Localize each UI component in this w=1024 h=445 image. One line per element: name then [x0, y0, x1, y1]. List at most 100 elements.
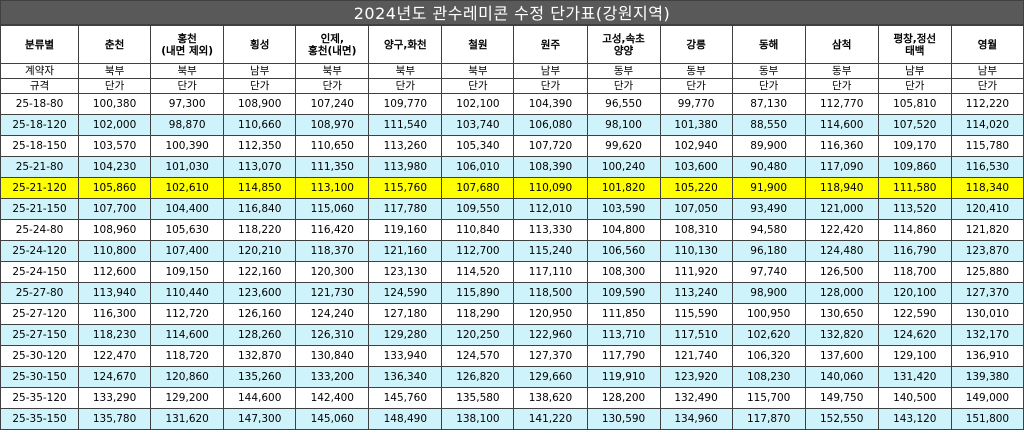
price-cell: 121,160 — [368, 240, 443, 262]
table-row: 25-18-120 102,000 98,870 110,660 108,970 111,… — [0, 114, 1024, 136]
price-cell: 129,280 — [368, 324, 443, 346]
price-cell: 102,610 — [150, 177, 225, 199]
header-region: 고성,속초 양양 — [586, 25, 661, 64]
price-cell: 147,300 — [223, 408, 297, 430]
price-cell: 121,740 — [659, 345, 733, 367]
price-cell: 103,590 — [586, 198, 661, 220]
price-cell: 132,170 — [950, 324, 1024, 346]
contractor-cell: 동부 — [731, 63, 806, 79]
contractor-cell: 남부 — [513, 63, 588, 79]
price-cell: 112,720 — [150, 303, 225, 325]
price-cell: 120,950 — [513, 303, 588, 325]
contractor-cell: 북부 — [295, 63, 370, 79]
table-row: 25-30-120 122,470 118,720 132,870 130,840 133… — [0, 345, 1024, 367]
price-cell: 123,130 — [368, 261, 443, 283]
price-cell: 114,850 — [223, 177, 297, 199]
price-cell: 115,780 — [950, 135, 1024, 157]
unit-cell: 규격 — [0, 78, 80, 94]
price-cell: 113,240 — [659, 282, 733, 304]
price-cell: 102,100 — [441, 93, 515, 115]
price-cell: 96,550 — [586, 93, 661, 115]
price-cell: 149,750 — [804, 387, 879, 409]
price-cell: 111,850 — [586, 303, 661, 325]
price-cell: 109,170 — [877, 135, 952, 157]
price-cell: 118,230 — [78, 324, 152, 346]
spec-cell: 25-30-150 — [0, 366, 80, 388]
price-cell: 115,590 — [659, 303, 733, 325]
header-region: 평창,정선 태백 — [877, 25, 952, 64]
contractor-cell: 남부 — [877, 63, 952, 79]
price-cell: 120,410 — [950, 198, 1024, 220]
unit-cell: 단가 — [586, 78, 661, 94]
price-cell: 96,180 — [731, 240, 806, 262]
unit-cell: 단가 — [368, 78, 443, 94]
price-cell: 115,700 — [731, 387, 806, 409]
price-cell: 145,760 — [368, 387, 443, 409]
price-cell: 119,160 — [368, 219, 443, 241]
price-cell: 131,620 — [150, 408, 225, 430]
price-cell: 108,970 — [295, 114, 370, 136]
price-cell: 123,920 — [659, 366, 733, 388]
price-cell: 118,290 — [441, 303, 515, 325]
spec-cell: 25-24-150 — [0, 261, 80, 283]
unit-cell: 단가 — [513, 78, 588, 94]
price-cell: 140,060 — [804, 366, 879, 388]
table-row: 25-27-150 118,230 114,600 128,260 126,310 129… — [0, 324, 1024, 346]
price-cell: 120,210 — [223, 240, 297, 262]
price-cell: 113,330 — [513, 219, 588, 241]
spec-cell: 25-35-150 — [0, 408, 80, 430]
price-cell: 113,260 — [368, 135, 443, 157]
contractor-cell: 북부 — [441, 63, 515, 79]
price-cell: 126,820 — [441, 366, 515, 388]
price-cell: 120,300 — [295, 261, 370, 283]
price-cell: 109,770 — [368, 93, 443, 115]
unit-cell: 단가 — [877, 78, 952, 94]
price-cell: 113,520 — [877, 198, 952, 220]
spec-cell: 25-18-150 — [0, 135, 80, 157]
price-cell: 116,790 — [877, 240, 952, 262]
price-cell: 91,900 — [731, 177, 806, 199]
table-row: 25-18-150 103,570 100,390 112,350 110,650 113… — [0, 135, 1024, 157]
unit-cell: 단가 — [804, 78, 879, 94]
price-cell: 112,350 — [223, 135, 297, 157]
price-cell: 128,260 — [223, 324, 297, 346]
price-cell: 115,890 — [441, 282, 515, 304]
price-cell: 118,940 — [804, 177, 879, 199]
price-cell: 102,940 — [659, 135, 733, 157]
contractor-cell: 북부 — [150, 63, 225, 79]
spec-cell: 25-18-120 — [0, 114, 80, 136]
price-cell: 112,600 — [78, 261, 152, 283]
spec-cell: 25-30-120 — [0, 345, 80, 367]
table-row: 25-35-120 133,290 129,200 144,600 142,400 145… — [0, 387, 1024, 409]
price-cell: 114,600 — [150, 324, 225, 346]
price-cell: 106,560 — [586, 240, 661, 262]
table-row: 25-30-150 124,670 120,860 135,260 133,200 136… — [0, 366, 1024, 388]
price-cell: 124,240 — [295, 303, 370, 325]
price-cell: 111,920 — [659, 261, 733, 283]
price-cell: 97,740 — [731, 261, 806, 283]
price-cell: 107,700 — [78, 198, 152, 220]
header-category: 분류별 — [0, 25, 80, 64]
price-cell: 148,490 — [368, 408, 443, 430]
price-cell: 122,960 — [513, 324, 588, 346]
price-cell: 120,860 — [150, 366, 225, 388]
header-region: 강릉 — [659, 25, 733, 64]
header-region: 홍천 (내면 제외) — [150, 25, 225, 64]
contractor-cell: 동부 — [586, 63, 661, 79]
price-cell: 111,580 — [877, 177, 952, 199]
price-cell: 100,950 — [731, 303, 806, 325]
price-cell: 108,300 — [586, 261, 661, 283]
price-cell: 101,030 — [150, 156, 225, 178]
unit-cell: 단가 — [731, 78, 806, 94]
price-cell: 108,230 — [731, 366, 806, 388]
spec-cell: 25-21-120 — [0, 177, 80, 199]
price-cell: 108,900 — [223, 93, 297, 115]
header-region: 원주 — [513, 25, 588, 64]
price-cell: 122,590 — [877, 303, 952, 325]
price-cell: 93,490 — [731, 198, 806, 220]
price-cell: 113,070 — [223, 156, 297, 178]
price-cell: 106,010 — [441, 156, 515, 178]
price-cell: 110,660 — [223, 114, 297, 136]
price-cell: 115,240 — [513, 240, 588, 262]
price-cell: 138,100 — [441, 408, 515, 430]
